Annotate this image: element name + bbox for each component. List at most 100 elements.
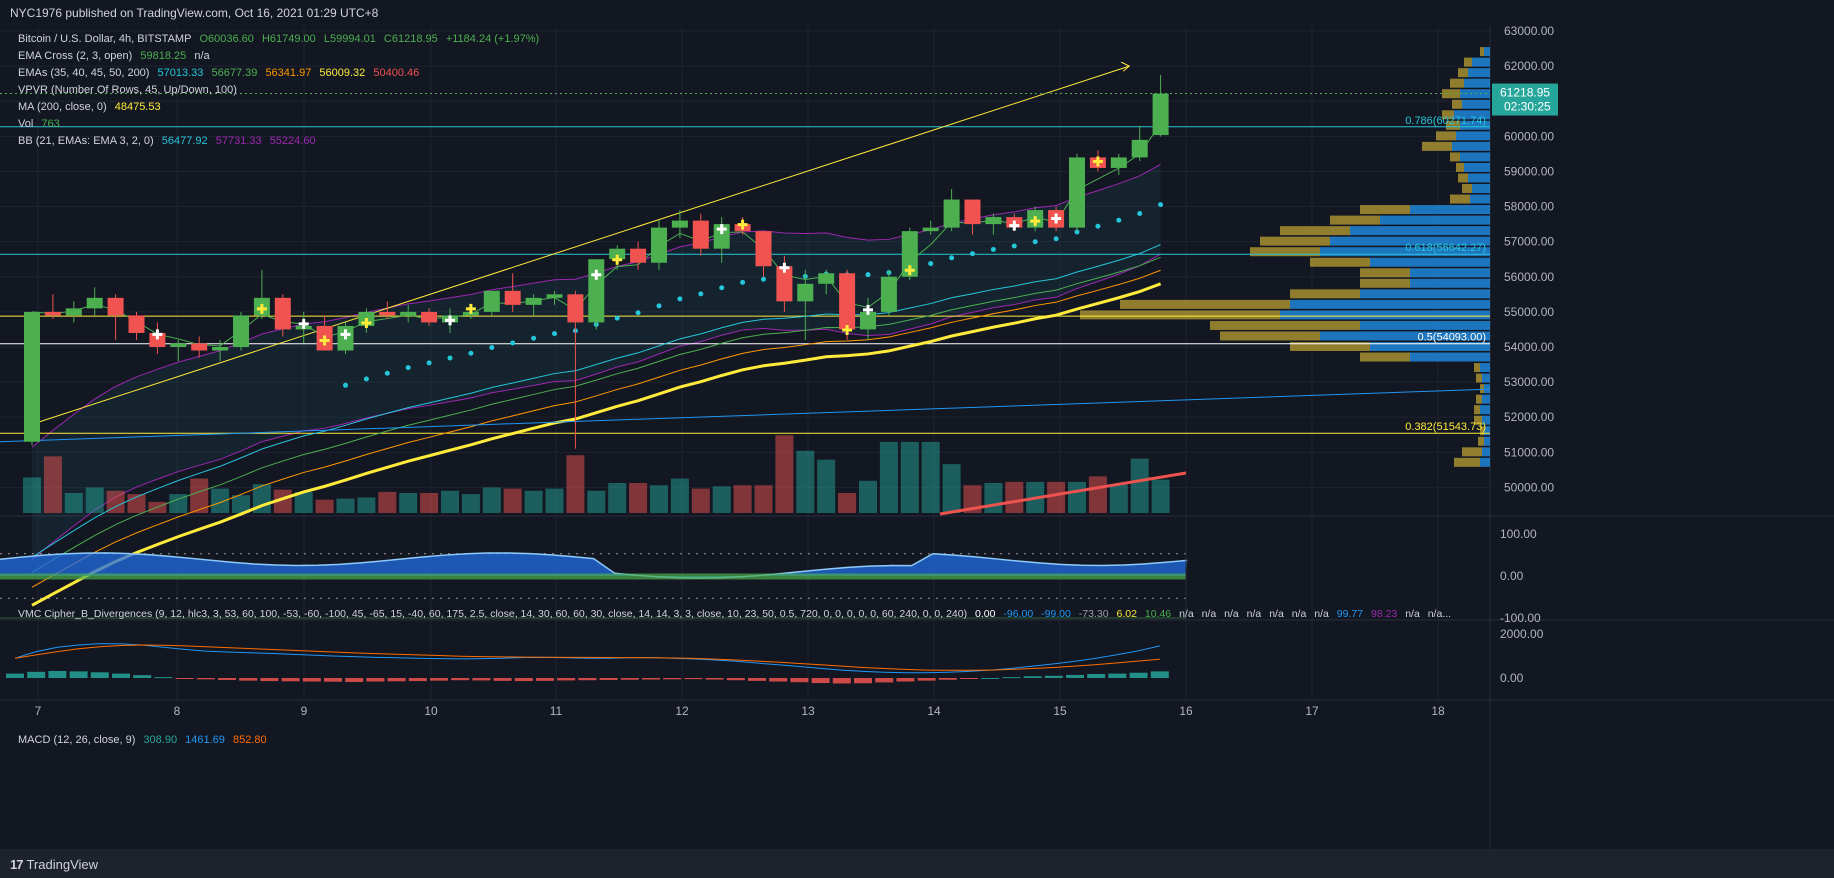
ema-dot (740, 279, 746, 285)
vp-down-row (1422, 141, 1452, 151)
candle-body (630, 248, 647, 263)
legend-bb-value3: 55224.60 (269, 135, 316, 147)
ema-cross-marker (1092, 156, 1103, 167)
macd-hist-bar (90, 672, 109, 678)
legend-ema-cross[interactable]: EMA Cross (2, 3, open) 59818.25 n/a (18, 50, 215, 62)
candle-body (588, 259, 605, 323)
volume-bar (524, 490, 543, 513)
vp-up-row (1482, 394, 1490, 404)
cipher-tick-label: 100.00 (1500, 527, 1537, 541)
time-tick-label: 13 (801, 704, 815, 718)
vp-up-row (1460, 152, 1490, 162)
candle-body (839, 273, 856, 330)
ema-dot (552, 331, 557, 337)
legend-change: +1184.24 (+1.97%) (445, 33, 540, 45)
legend-emas[interactable]: EMAs (35, 40, 45, 50, 200) 57013.33 5667… (18, 67, 424, 79)
volume-bar (733, 485, 752, 513)
fib-level-label: 0.5(54093.00) (1418, 332, 1487, 344)
legend-cipher-v6: n/a (1179, 608, 1194, 620)
ema200-line (0, 388, 1491, 443)
ema-line (31, 282, 1162, 607)
candle-body (525, 297, 542, 305)
price-tick-label: 56000.00 (1504, 270, 1554, 284)
macd-hist-bar (875, 678, 894, 683)
ema-cross-marker (1051, 213, 1062, 224)
vp-down-row (1476, 373, 1482, 383)
macd-hist-bar (748, 678, 766, 681)
vp-down-row (1280, 226, 1350, 236)
ema-cross-marker (340, 329, 351, 340)
vp-down-row (1478, 436, 1484, 446)
macd-hist-bar (112, 673, 130, 678)
candle-body (671, 220, 688, 228)
vp-down-row (1452, 99, 1462, 109)
ema-dot (698, 291, 704, 297)
volume-bar (169, 494, 188, 513)
legend-vol[interactable]: Vol 763 (18, 118, 65, 130)
ema-dot (1053, 236, 1059, 242)
candle-body (233, 315, 249, 347)
ema-cross-marker (361, 317, 372, 328)
candle-body (901, 231, 918, 277)
ema-dot (1137, 211, 1143, 217)
macd-hist-bar (1002, 677, 1021, 679)
volume-bar (963, 485, 982, 513)
tradingview-logo[interactable]: 17 TradingView (10, 857, 98, 872)
volume-bar (336, 498, 355, 513)
legend-macd[interactable]: MACD (12, 26, close, 9) 308.90 1461.69 8… (18, 734, 272, 746)
vp-down-row (1476, 394, 1482, 404)
legend-bb[interactable]: BB (21, EMAs: EMA 3, 2, 0) 56477.92 5773… (18, 135, 321, 147)
price-chart[interactable]: 0.786(60271.74) 0.618(56642.27) 0.5(54093.… (0, 26, 1834, 849)
ema-dot (447, 355, 453, 361)
ma200-line (939, 471, 1187, 516)
price-tick-label: 51000.00 (1504, 445, 1554, 459)
legend-ma[interactable]: MA (200, close, 0) 48475.53 (18, 101, 166, 113)
ema-cross-marker (445, 315, 455, 326)
vp-up-row (1410, 268, 1490, 278)
macd-hist-bar (705, 678, 724, 680)
published-text: NYC1976 published on TradingView.com, Oc… (10, 6, 379, 20)
macd-tick-label: 0.00 (1500, 671, 1524, 685)
legend-cipher-label: VMC Cipher_B_Divergences (9, 12, hlc3, 3… (18, 608, 968, 620)
macd-hist-bar (811, 678, 830, 684)
legend-vpvr[interactable]: VPVR (Number Of Rows, 45, Up/Down, 100) (18, 84, 242, 96)
vp-down-row (1310, 257, 1370, 267)
macd-hist-bar (769, 678, 788, 682)
ema-dot (719, 285, 725, 291)
time-tick-label: 14 (927, 704, 941, 718)
macd-hist-bar (1129, 672, 1148, 678)
macd-hist-bar (642, 678, 660, 680)
macd-hist-bar (493, 678, 512, 681)
ema-cross-marker (591, 269, 602, 280)
ema-dot (363, 376, 369, 382)
macd-hist-bar (854, 678, 872, 684)
macd-hist-bar (1150, 671, 1169, 678)
last-price-value: 61218.95 (1500, 86, 1550, 100)
candle-body (212, 346, 229, 351)
ema-dot (1032, 239, 1038, 245)
macd-hist-bar (133, 675, 152, 678)
vp-up-row (1470, 194, 1490, 204)
candle-body (943, 199, 960, 228)
candle-body (1069, 157, 1085, 228)
candle-body (964, 199, 981, 225)
volume-bar (566, 455, 585, 513)
ema-dot (468, 350, 474, 356)
volume-bar (921, 441, 940, 513)
legend-cipher-v10: n/a (1269, 608, 1284, 620)
ema-cross-marker (465, 303, 476, 314)
ema-dot (343, 382, 348, 388)
vp-down-row (1220, 331, 1320, 341)
cipher-mfi-band (0, 573, 1186, 580)
vp-up-row (1290, 299, 1490, 309)
legend-cipher[interactable]: VMC Cipher_B_Divergences (9, 12, hlc3, 3… (18, 608, 1456, 620)
macd-hist-bar (430, 678, 448, 681)
macd-hist-bar (620, 678, 639, 680)
cipher-tick-label: -100.00 (1500, 611, 1541, 625)
macd-hist-bar (472, 678, 491, 681)
vp-down-row (1462, 184, 1472, 194)
vp-down-row (1450, 194, 1470, 204)
vp-up-row (1480, 363, 1490, 373)
candle-body (504, 290, 521, 305)
volume-bar (190, 478, 209, 513)
